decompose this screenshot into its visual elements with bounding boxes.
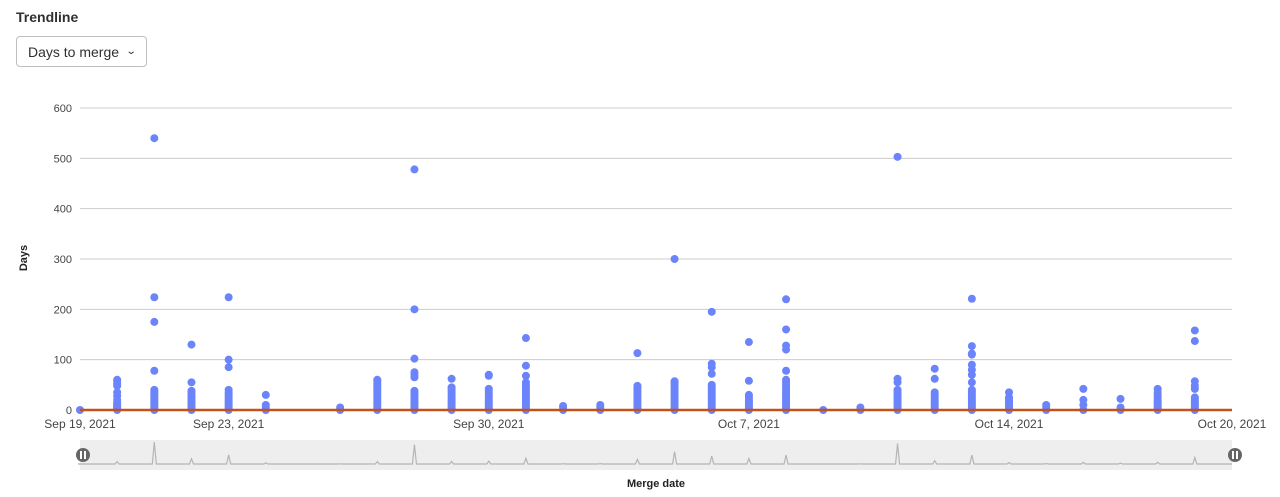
data-point[interactable] <box>744 390 753 399</box>
data-point[interactable] <box>187 340 196 349</box>
data-point[interactable] <box>447 374 456 383</box>
data-point[interactable] <box>1079 384 1088 393</box>
data-point[interactable] <box>1190 393 1199 402</box>
data-point[interactable] <box>782 341 791 350</box>
trendline-title: Trendline <box>16 9 79 25</box>
data-point[interactable] <box>967 378 976 387</box>
data-point[interactable] <box>744 376 753 385</box>
data-point[interactable] <box>410 165 419 174</box>
data-point[interactable] <box>967 360 976 369</box>
data-point[interactable] <box>113 375 122 384</box>
data-point[interactable] <box>967 385 976 394</box>
y-tick-label: 0 <box>66 405 72 417</box>
x-axis-label: Merge date <box>627 478 685 490</box>
data-point[interactable] <box>670 255 679 263</box>
data-point[interactable] <box>707 380 716 389</box>
data-point[interactable] <box>930 388 939 397</box>
data-point[interactable] <box>410 386 419 395</box>
y-tick-label: 400 <box>54 204 72 216</box>
data-points <box>76 134 1199 414</box>
data-point[interactable] <box>893 152 902 161</box>
data-point[interactable] <box>1116 394 1125 403</box>
data-point[interactable] <box>967 349 976 358</box>
slider-handle-right[interactable] <box>1228 448 1242 462</box>
data-point[interactable] <box>224 385 233 394</box>
metric-dropdown[interactable]: Days to merge ⌄ <box>16 36 147 67</box>
data-point[interactable] <box>930 374 939 383</box>
data-point[interactable] <box>373 375 382 384</box>
chevron-down-icon: ⌄ <box>125 46 137 57</box>
data-point[interactable] <box>782 375 791 384</box>
y-tick-label: 600 <box>54 103 72 115</box>
data-point[interactable] <box>893 385 902 394</box>
x-tick-label: Oct 20, 2021 <box>1198 417 1267 431</box>
x-tick-label: Oct 14, 2021 <box>975 417 1044 431</box>
y-tick-label: 100 <box>54 355 72 367</box>
data-point[interactable] <box>410 354 419 363</box>
data-point[interactable] <box>967 294 976 303</box>
data-point[interactable] <box>521 361 530 370</box>
data-point[interactable] <box>224 355 233 364</box>
data-point[interactable] <box>1190 326 1199 335</box>
data-point[interactable] <box>1153 384 1162 393</box>
data-point[interactable] <box>782 325 791 334</box>
data-point[interactable] <box>410 368 419 377</box>
metric-dropdown-label: Days to merge <box>28 43 120 60</box>
data-point[interactable] <box>707 369 716 378</box>
data-point[interactable] <box>447 383 456 392</box>
data-point[interactable] <box>484 370 493 379</box>
gridlines <box>80 107 1232 411</box>
x-tick-label: Oct 7, 2021 <box>718 417 780 431</box>
data-point[interactable] <box>113 388 122 397</box>
data-point[interactable] <box>633 349 642 358</box>
y-axis-ticks: 0 100 200 300 400 500 600 <box>54 103 72 417</box>
slider-handle-left[interactable] <box>76 448 90 462</box>
data-point[interactable] <box>224 293 233 302</box>
data-point[interactable] <box>224 363 233 372</box>
data-point[interactable] <box>744 338 753 347</box>
x-tick-label: Sep 23, 2021 <box>193 417 265 431</box>
data-point[interactable] <box>893 374 902 383</box>
data-point[interactable] <box>261 400 270 409</box>
x-tick-label: Sep 30, 2021 <box>453 417 525 431</box>
data-point[interactable] <box>1079 395 1088 404</box>
data-point[interactable] <box>782 295 791 304</box>
data-point[interactable] <box>150 317 159 326</box>
data-point[interactable] <box>521 371 530 380</box>
data-point[interactable] <box>521 334 530 343</box>
data-point[interactable] <box>150 293 159 302</box>
data-point[interactable] <box>930 364 939 373</box>
data-point[interactable] <box>559 401 568 410</box>
data-point[interactable] <box>187 378 196 387</box>
data-point[interactable] <box>782 366 791 375</box>
y-tick-label: 300 <box>54 254 72 266</box>
range-slider[interactable] <box>76 440 1242 470</box>
data-point[interactable] <box>1042 400 1051 409</box>
data-point[interactable] <box>484 384 493 393</box>
y-tick-label: 200 <box>54 304 72 316</box>
x-tick-label: Sep 19, 2021 <box>44 417 116 431</box>
data-point[interactable] <box>261 390 270 399</box>
y-axis-label: Days <box>18 245 30 271</box>
data-point[interactable] <box>707 307 716 316</box>
slider-track[interactable] <box>80 440 1232 470</box>
data-point[interactable] <box>596 400 605 409</box>
data-point[interactable] <box>1005 388 1014 397</box>
x-axis-ticks: Sep 19, 2021 Sep 23, 2021 Sep 30, 2021 Oct … <box>44 417 1266 431</box>
data-point[interactable] <box>150 366 159 375</box>
data-point[interactable] <box>150 134 159 143</box>
data-point[interactable] <box>410 305 419 314</box>
data-point[interactable] <box>1190 377 1199 386</box>
data-point[interactable] <box>670 377 679 386</box>
data-point[interactable] <box>150 385 159 394</box>
data-point[interactable] <box>521 378 530 387</box>
data-point[interactable] <box>967 342 976 351</box>
slider-overview-line <box>78 441 1232 465</box>
data-point[interactable] <box>707 359 716 368</box>
data-point[interactable] <box>633 381 642 390</box>
data-point[interactable] <box>187 386 196 395</box>
y-tick-label: 500 <box>54 153 72 165</box>
data-point[interactable] <box>1190 337 1199 346</box>
